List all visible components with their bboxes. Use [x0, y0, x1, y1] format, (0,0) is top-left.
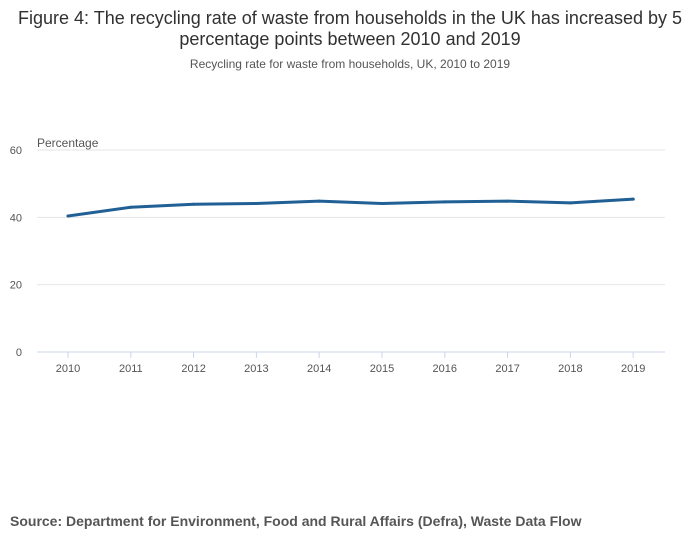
axes: 0 20 40 60 2010 2011 2012 2013 2014 2015 2016 2017 2…: [10, 145, 665, 375]
data-point: [254, 202, 258, 206]
y-tick-label: 40: [10, 212, 22, 224]
series: [66, 197, 635, 218]
data-point: [66, 214, 70, 218]
x-tick-label: 2013: [244, 363, 268, 375]
x-tick-label: 2015: [370, 363, 394, 375]
y-tick-label: 60: [10, 145, 22, 157]
gridlines: [37, 149, 665, 286]
y-tick-label: 0: [16, 347, 22, 359]
x-tick-label: 2010: [56, 363, 80, 375]
x-tick-label: 2012: [181, 363, 205, 375]
x-tick-label: 2019: [621, 363, 645, 375]
data-point: [129, 205, 133, 209]
x-tick-label: 2014: [307, 363, 331, 375]
source-note: Source: Department for Environment, Food…: [10, 513, 582, 529]
x-tick-label: 2016: [433, 363, 457, 375]
data-point: [631, 197, 635, 201]
data-point: [443, 200, 447, 204]
chart-title: Figure 4: The recycling rate of waste fr…: [17, 8, 682, 49]
y-tick-label: 20: [10, 280, 22, 292]
data-point: [317, 199, 321, 203]
data-point: [568, 201, 572, 205]
series-line: [66, 197, 635, 218]
data-point: [506, 199, 510, 203]
y-axis-label: Percentage: [37, 136, 99, 150]
data-point: [192, 202, 196, 206]
chart-subtitle: Recycling rate for waste from households…: [189, 57, 511, 71]
x-tick-label: 2011: [119, 363, 143, 375]
x-tick-label: 2018: [558, 363, 582, 375]
x-tick-label: 2017: [495, 363, 519, 375]
data-point: [380, 202, 384, 206]
